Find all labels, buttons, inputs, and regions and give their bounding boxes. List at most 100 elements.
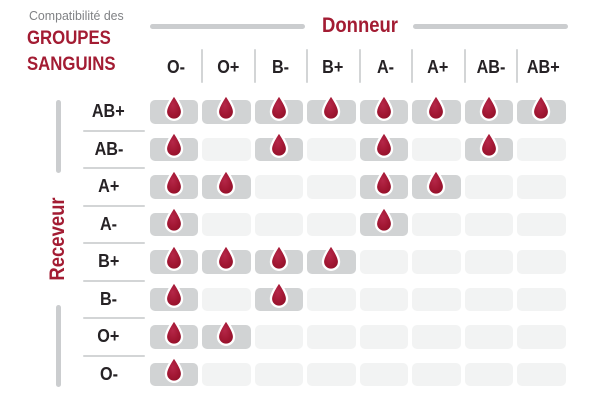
cell-O+-AB+ [517, 325, 566, 349]
blood-drop-icon [269, 280, 288, 309]
cell-AB--AB- [464, 130, 513, 161]
cell-B+-AB+ [517, 250, 566, 274]
blood-drop-icon [217, 93, 236, 121]
cell-B--A+ [412, 287, 461, 311]
cell-O--A+ [412, 362, 461, 386]
column-separator [516, 48, 518, 83]
cell-AB+-O- [149, 93, 198, 124]
blood-drop-icon [374, 205, 393, 234]
row-separator [83, 279, 145, 282]
column-separator [253, 48, 256, 83]
cell-AB--O+ [202, 137, 251, 161]
column-header-B-: B- [272, 56, 290, 77]
column-header-O+: O+ [217, 56, 240, 77]
cell-O+-O+ [202, 318, 251, 349]
column-header-AB+: AB+ [526, 56, 560, 77]
donor-axis-line-right [413, 24, 568, 29]
cell-AB+-B- [254, 93, 303, 124]
cell-AB--A- [359, 130, 408, 161]
cell-A+-AB- [464, 175, 513, 199]
column-separator [306, 48, 308, 83]
chart-title-line2: SANGUINS [27, 52, 116, 75]
column-separator [358, 48, 361, 83]
chart-title-line1: GROUPES [27, 27, 111, 49]
cell-AB--AB+ [517, 137, 566, 161]
receiver-axis-line-bottom [56, 305, 61, 387]
cell-O+-B- [254, 325, 303, 349]
cell-AB--B+ [307, 137, 356, 161]
blood-drop-icon [164, 130, 183, 159]
cell-B--B+ [307, 287, 356, 311]
column-separator [411, 48, 413, 83]
chart-title-block: Compatibilité des GROUPES SANGUINS [27, 8, 130, 77]
blood-drop-icon [217, 243, 236, 271]
cell-O--AB- [464, 362, 513, 386]
row-separator [83, 242, 145, 244]
blood-drop-icon [217, 318, 236, 346]
cell-B--O+ [202, 287, 251, 311]
blood-drop-icon [269, 243, 288, 271]
cell-B--AB+ [517, 287, 566, 311]
cell-O+-A- [359, 325, 408, 349]
cell-O+-O- [149, 318, 198, 349]
blood-drop-icon [269, 93, 288, 121]
cell-AB+-A- [359, 93, 408, 124]
row-separator [83, 167, 145, 169]
cell-O--O+ [202, 362, 251, 386]
cell-A+-O+ [202, 168, 251, 199]
cell-AB+-O+ [202, 93, 251, 124]
column-separator [201, 48, 203, 83]
blood-drop-icon [164, 205, 183, 234]
blood-drop-icon [374, 93, 393, 121]
blood-drop-icon [427, 93, 446, 121]
cell-A+-AB+ [517, 175, 566, 199]
cell-B+-A+ [412, 250, 461, 274]
cell-B--A- [359, 287, 408, 311]
row-header-A-: A- [99, 213, 118, 234]
blood-drop-icon [322, 243, 341, 271]
cell-B+-B+ [307, 243, 356, 274]
chart-pretitle: Compatibilité des [29, 8, 124, 23]
column-header-AB-: AB- [476, 56, 506, 77]
cell-A--O+ [202, 212, 251, 236]
cell-A--A- [359, 205, 408, 236]
cell-A--AB- [464, 212, 513, 236]
blood-drop-icon [164, 93, 183, 121]
cell-O--AB+ [517, 362, 566, 386]
cell-AB+-AB+ [517, 93, 566, 124]
row-header-AB+: AB+ [92, 101, 125, 122]
cell-O--A- [359, 362, 408, 386]
blood-drop-icon [374, 168, 393, 196]
cell-O+-A+ [412, 325, 461, 349]
blood-drop-icon [164, 243, 183, 271]
cell-AB--B- [254, 130, 303, 161]
receiver-axis-line-top [56, 100, 61, 173]
blood-drop-icon [479, 93, 498, 121]
cell-A+-A+ [412, 168, 461, 199]
cell-B+-A- [359, 250, 408, 274]
cell-AB+-A+ [412, 93, 461, 124]
blood-drop-icon [217, 168, 236, 196]
row-header-A+: A+ [97, 176, 120, 197]
cell-AB--O- [149, 130, 198, 161]
blood-drop-icon [479, 130, 498, 159]
receiver-axis-label: Receveur [46, 197, 69, 281]
row-separator [83, 354, 145, 357]
row-separator [83, 204, 145, 207]
cell-A--O- [149, 205, 198, 236]
cell-A--B- [254, 212, 303, 236]
cell-A--A+ [412, 212, 461, 236]
cell-AB+-AB- [464, 93, 513, 124]
cell-AB+-B+ [307, 93, 356, 124]
cell-AB--A+ [412, 137, 461, 161]
cell-O+-AB- [464, 325, 513, 349]
row-header-O-: O- [99, 363, 118, 384]
row-header-B-: B- [99, 288, 118, 309]
cell-O--B- [254, 362, 303, 386]
cell-A+-B+ [307, 175, 356, 199]
row-separator [83, 317, 145, 319]
blood-drop-icon [532, 93, 551, 121]
blood-drop-icon [374, 130, 393, 159]
cell-B--O- [149, 280, 198, 311]
